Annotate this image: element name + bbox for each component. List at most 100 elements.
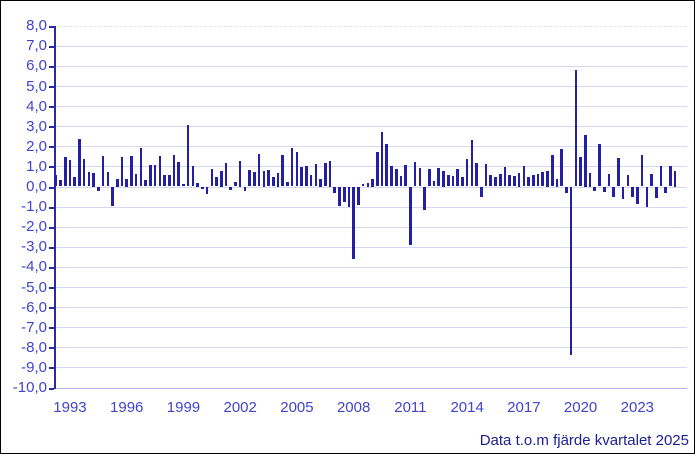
- y-tick-label: 4,0: [26, 97, 47, 115]
- bar: [456, 169, 459, 187]
- bar: [163, 175, 166, 187]
- bar: [673, 171, 677, 187]
- y-axis-tick: [49, 287, 54, 289]
- y-tick-label: -1,0: [21, 198, 47, 216]
- y-axis-line: [54, 26, 56, 389]
- y-axis-tick: [49, 327, 54, 329]
- bar: [602, 186, 606, 192]
- bar: [215, 177, 218, 187]
- bar: [201, 186, 204, 189]
- bar: [640, 155, 644, 187]
- y-tick-label: 0,0: [26, 178, 47, 195]
- x-tick-label: 2008: [336, 399, 371, 416]
- bar: [494, 177, 497, 187]
- bar: [489, 175, 493, 187]
- bar: [645, 186, 649, 207]
- y-axis-tick: [49, 247, 54, 249]
- x-tick-label: 2011: [394, 399, 427, 416]
- bar: [130, 156, 133, 187]
- bar: [654, 186, 658, 198]
- gridline: [54, 327, 687, 328]
- bar: [352, 186, 355, 259]
- y-axis-tick: [49, 146, 54, 148]
- y-tick-label: -5,0: [21, 278, 47, 296]
- chart-caption: Data t.o.m fjärde kvartalet 2025: [479, 432, 689, 449]
- bar: [664, 186, 667, 193]
- bar: [324, 163, 327, 187]
- bar: [276, 173, 280, 187]
- bar: [59, 180, 62, 187]
- bar: [115, 179, 119, 187]
- gridline: [54, 207, 687, 208]
- y-tick-label: -9,0: [21, 358, 47, 376]
- bar: [513, 176, 516, 187]
- bar: [219, 171, 223, 187]
- bar: [172, 155, 176, 187]
- bar: [413, 162, 417, 187]
- bar: [257, 154, 261, 187]
- bar: [588, 173, 592, 187]
- y-axis-tick: [49, 66, 54, 68]
- bar: [73, 177, 76, 187]
- bar: [186, 125, 190, 187]
- bar: [319, 179, 322, 187]
- bar: [309, 175, 313, 187]
- bar: [229, 186, 233, 190]
- gridline: [54, 347, 687, 348]
- bar: [409, 186, 412, 245]
- bar: [470, 140, 474, 187]
- bar: [536, 174, 540, 187]
- bar: [238, 161, 242, 187]
- bar: [290, 148, 294, 187]
- bar: [532, 175, 535, 187]
- bar: [78, 139, 81, 187]
- bar: [371, 179, 374, 187]
- bar: [527, 177, 530, 187]
- bar: [598, 144, 601, 187]
- bar: [390, 166, 393, 187]
- bar: [550, 155, 554, 187]
- gridline: [54, 307, 687, 308]
- bar: [484, 164, 488, 187]
- bar: [399, 176, 403, 187]
- bar: [286, 182, 289, 187]
- bar: [234, 182, 237, 187]
- gridline: [54, 367, 687, 368]
- x-tick-label: 2017: [507, 399, 541, 416]
- bar: [357, 186, 360, 205]
- bar: [612, 186, 615, 197]
- bar: [380, 132, 384, 187]
- y-axis-tick: [49, 126, 54, 128]
- bar: [498, 174, 502, 187]
- bar: [182, 184, 185, 187]
- bar: [149, 165, 152, 187]
- bar: [593, 186, 597, 191]
- bar: [437, 168, 441, 187]
- x-tick-label: 2023: [620, 399, 655, 416]
- y-axis-tick: [49, 207, 54, 209]
- bar: [63, 157, 67, 187]
- bar: [87, 172, 91, 187]
- bar: [300, 167, 303, 187]
- bar: [361, 184, 365, 187]
- y-tick-label: -3,0: [21, 238, 47, 256]
- y-tick-label: 2,0: [26, 137, 47, 155]
- bar: [465, 159, 469, 187]
- y-tick-label: -10,0: [12, 379, 47, 396]
- bar: [432, 181, 436, 187]
- bar: [541, 172, 545, 187]
- bar: [546, 171, 549, 187]
- bar: [404, 165, 407, 187]
- bar: [101, 156, 105, 187]
- bar: [134, 174, 138, 187]
- y-tick-label: -4,0: [21, 258, 47, 276]
- y-tick-label: 7,0: [26, 37, 47, 55]
- bar: [607, 174, 611, 187]
- bar: [626, 175, 630, 187]
- y-tick-label: -2,0: [21, 218, 47, 236]
- bar: [267, 170, 270, 187]
- bar: [517, 173, 521, 187]
- bar: [451, 176, 455, 187]
- bar: [621, 186, 625, 199]
- bar: [243, 186, 247, 191]
